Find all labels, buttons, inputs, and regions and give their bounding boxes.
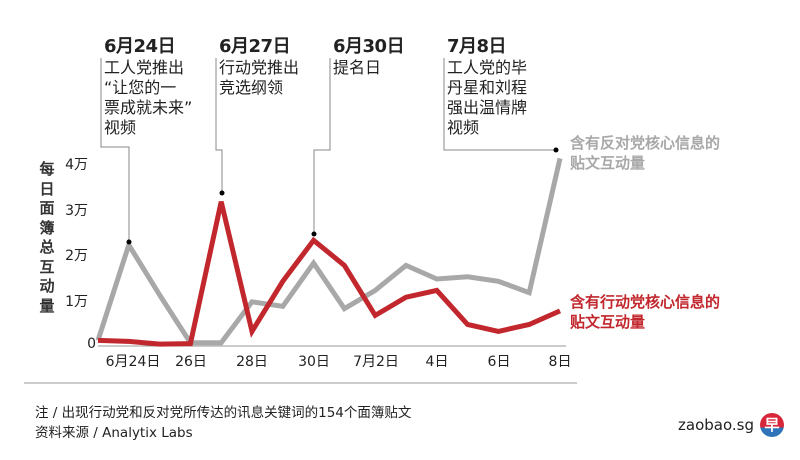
annotation-text: 提名日 bbox=[333, 58, 382, 77]
annotation-date: 6月27日 bbox=[219, 36, 291, 57]
annotation-connectors bbox=[100, 58, 556, 242]
footer-note: 注 / 出现行动党和反对党所传达的讯息关键词的154个面簿贴文 bbox=[35, 405, 412, 421]
pap-line bbox=[97, 201, 562, 347]
annotation-date: 6月30日 bbox=[333, 36, 405, 57]
annotation-jun27: 6月27日 行动党推出 竞选纲领 bbox=[219, 36, 299, 98]
annotation-jun30: 6月30日 提名日 bbox=[333, 36, 405, 78]
x-tick: 28日 bbox=[236, 354, 268, 370]
annotation-jun24: 6月24日 工人党推出 “让您的一 票成就未来” 视频 bbox=[104, 36, 192, 138]
annotation-jul8: 7月8日 工人党的毕 丹星和刘程 强出温情牌 视频 bbox=[447, 36, 527, 138]
y-tick-3: 3万 bbox=[65, 203, 88, 219]
x-tick: 7月2日 bbox=[353, 354, 399, 370]
zaobao-logo-icon: 早 bbox=[760, 413, 784, 437]
annotation-text: 工人党推出 “让您的一 票成就未来” 视频 bbox=[104, 58, 193, 137]
x-tick: 4日 bbox=[425, 354, 449, 370]
brand-name: zaobao.sg bbox=[678, 416, 754, 434]
x-tick: 26日 bbox=[175, 354, 207, 370]
annotation-text: 工人党的毕 丹星和刘程 强出温情牌 视频 bbox=[447, 58, 528, 137]
opposition-line bbox=[95, 157, 563, 346]
annotation-date: 6月24日 bbox=[104, 36, 176, 57]
y-axis-label: 每日面簿总互动量 bbox=[39, 160, 55, 315]
footer-source: 资料来源 / Analytix Labs bbox=[35, 425, 193, 441]
annotation-dots bbox=[126, 147, 559, 245]
x-tick: 30日 bbox=[298, 354, 330, 370]
annotation-text: 行动党推出 竞选纲领 bbox=[219, 58, 300, 97]
y-tick-1: 1万 bbox=[65, 294, 88, 310]
y-tick-0: 0 bbox=[87, 336, 96, 352]
x-tick: 6月24日 bbox=[105, 354, 161, 370]
x-tick: 6日 bbox=[487, 354, 511, 370]
y-tick-2: 2万 bbox=[65, 248, 88, 264]
x-tick: 8日 bbox=[548, 354, 572, 370]
annotation-date: 7月8日 bbox=[447, 36, 507, 57]
legend-pap: 含有行动党核心信息的 贴文互动量 bbox=[570, 293, 721, 331]
legend-opposition: 含有反对党核心信息的 贴文互动量 bbox=[570, 134, 721, 172]
y-tick-4: 4万 bbox=[65, 157, 88, 173]
